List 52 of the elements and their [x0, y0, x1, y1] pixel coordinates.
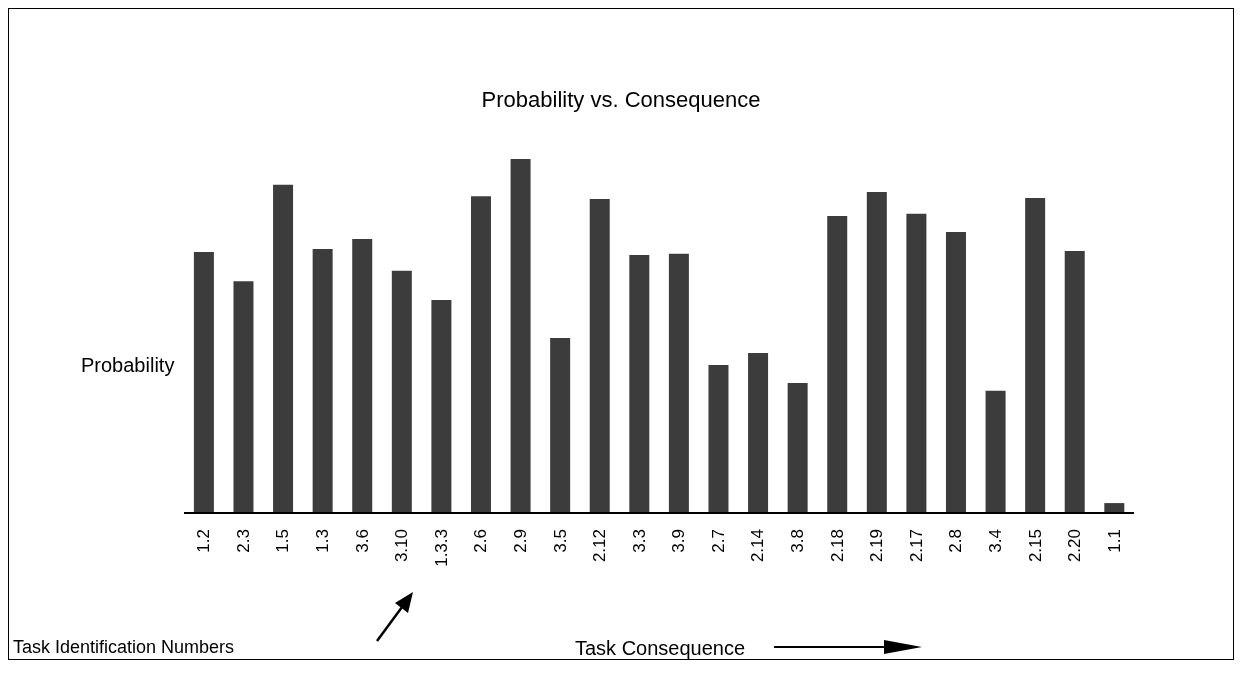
x-tick-label: 3.9 — [669, 529, 689, 553]
bar — [827, 215, 848, 513]
y-axis-title: Probability — [81, 354, 175, 377]
x-tick-label: 2.17 — [906, 529, 926, 563]
x-tick-label: 1.1 — [1104, 529, 1124, 553]
bar — [352, 239, 373, 513]
x-tick-label: 2.14 — [748, 529, 768, 563]
x-tick-label: 3.4 — [985, 529, 1005, 553]
bar — [470, 196, 491, 513]
bar — [391, 270, 412, 513]
x-tick-label: 3.10 — [392, 529, 412, 563]
bar — [431, 299, 452, 513]
x-tick-label: 3.3 — [629, 529, 649, 553]
x-tick-label: 2.18 — [827, 529, 847, 563]
bar — [787, 383, 808, 513]
bar — [510, 159, 531, 513]
bar — [906, 213, 927, 513]
x-tick-label: 2.3 — [233, 529, 253, 553]
bar — [866, 191, 887, 513]
x-tick-label: 3.5 — [550, 529, 570, 553]
x-tick-label: 2.20 — [1065, 529, 1085, 563]
bar — [945, 231, 966, 513]
bar — [193, 252, 214, 513]
bar — [233, 281, 254, 513]
x-tick-label: 1.5 — [273, 529, 293, 553]
x-tick-label: 2.12 — [590, 529, 610, 563]
x-tick-label: 2.15 — [1025, 529, 1045, 563]
bar — [1025, 197, 1046, 513]
bar — [312, 248, 333, 513]
bar — [589, 199, 610, 513]
bar — [708, 365, 729, 513]
x-tick-label: 3.8 — [788, 529, 808, 553]
bar — [1104, 503, 1125, 513]
x-tick-label: 2.9 — [510, 529, 530, 553]
bar — [748, 352, 769, 513]
bar — [629, 254, 650, 513]
x-tick-label: 1.3.3 — [431, 529, 451, 567]
x-tick-label: 2.19 — [867, 529, 887, 563]
bar — [273, 184, 294, 513]
bar — [550, 338, 571, 513]
x-tick-label: 1.2 — [194, 529, 214, 553]
bar — [985, 390, 1006, 513]
chart-title: Probability vs. Consequence — [480, 87, 762, 113]
x-tick-label: 3.6 — [352, 529, 372, 553]
x-tick-label: 1.3 — [313, 529, 333, 553]
bar — [668, 253, 689, 513]
x-tick-label: 2.7 — [708, 529, 728, 553]
x-tick-label: 2.6 — [471, 529, 491, 553]
text: Task Identification Numbers — [13, 637, 235, 658]
bar — [1064, 251, 1085, 513]
x-tick-label: 2.8 — [946, 529, 966, 553]
text: Task Consequence — [575, 637, 746, 660]
